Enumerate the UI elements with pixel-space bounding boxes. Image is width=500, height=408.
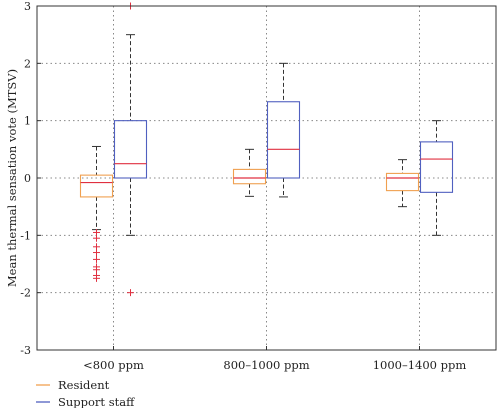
legend: Resident Support staff — [36, 378, 135, 408]
outlier-marker — [93, 249, 100, 257]
box-support-staff — [419, 141, 454, 193]
grid-layer — [37, 6, 496, 350]
outlier-marker — [127, 289, 134, 297]
y-axis-label: Mean thermal sensation vote (MTSV) — [5, 69, 19, 287]
box-resident — [79, 174, 114, 198]
legend-label: Resident — [58, 378, 110, 392]
y-tick-label: -2 — [20, 287, 31, 300]
axis-layer: -3 -2 -1 0 1 2 3 <800 ppm 800–1000 ppm 1000–1400 … — [20, 0, 497, 372]
y-tick-label: 3 — [24, 0, 31, 13]
plot-layer — [79, 2, 454, 297]
y-tick-label: 0 — [24, 172, 31, 185]
x-category-label: 800–1000 ppm — [223, 358, 309, 372]
y-tick-label: -3 — [20, 344, 31, 357]
y-tick-label: 1 — [24, 115, 31, 128]
outlier-marker — [93, 255, 100, 263]
x-category-label: <800 ppm — [83, 358, 144, 372]
x-category-label: 1000–1400 ppm — [373, 358, 467, 372]
box-resident — [232, 168, 267, 185]
y-tick-label: 2 — [24, 57, 31, 70]
box-support-staff — [266, 101, 301, 179]
outlier-marker — [93, 234, 100, 242]
box-support-staff — [113, 120, 148, 179]
y-tick-label: -1 — [20, 229, 31, 242]
box-resident — [385, 172, 420, 192]
legend-label: Support staff — [58, 395, 135, 408]
outlier-marker — [93, 274, 100, 282]
